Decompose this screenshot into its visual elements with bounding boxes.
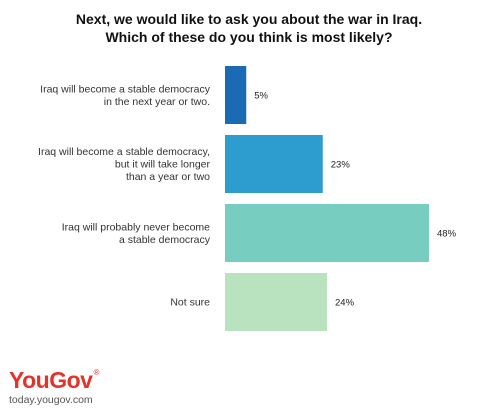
- chart-title: Next, we would like to ask you about the…: [76, 11, 422, 45]
- category-label: Iraq will become a stable democracy,: [38, 146, 210, 158]
- value-label: 5%: [254, 91, 268, 102]
- bars: [225, 66, 429, 331]
- category-label: Not sure: [170, 297, 210, 309]
- value-label: 48%: [437, 229, 457, 240]
- brand-name: YouGov: [9, 367, 93, 393]
- category-label: Iraq will become a stable democracy: [40, 83, 211, 95]
- chart-title-line: Next, we would like to ask you about the…: [76, 11, 422, 27]
- yougov-logo[interactable]: YouGov®: [9, 369, 99, 392]
- value-label: 23%: [331, 160, 351, 171]
- category-label: Iraq will probably never become: [62, 221, 210, 233]
- category-label: but it will take longer: [115, 159, 211, 171]
- value-labels: 5% 23% 48% 24%: [254, 91, 456, 309]
- value-label: 24%: [335, 298, 355, 309]
- category-label: a stable democracy: [119, 234, 211, 246]
- chart-title-line: Which of these do you think is most like…: [105, 29, 392, 45]
- bar: [225, 66, 247, 124]
- category-label: in the next year or two.: [104, 96, 210, 108]
- registered-mark: ®: [93, 368, 99, 377]
- bar: [225, 273, 327, 331]
- category-label: than a year or two: [126, 171, 210, 183]
- bar: [225, 135, 323, 193]
- bar: [225, 204, 429, 262]
- brand-url[interactable]: today.yougov.com: [9, 394, 93, 406]
